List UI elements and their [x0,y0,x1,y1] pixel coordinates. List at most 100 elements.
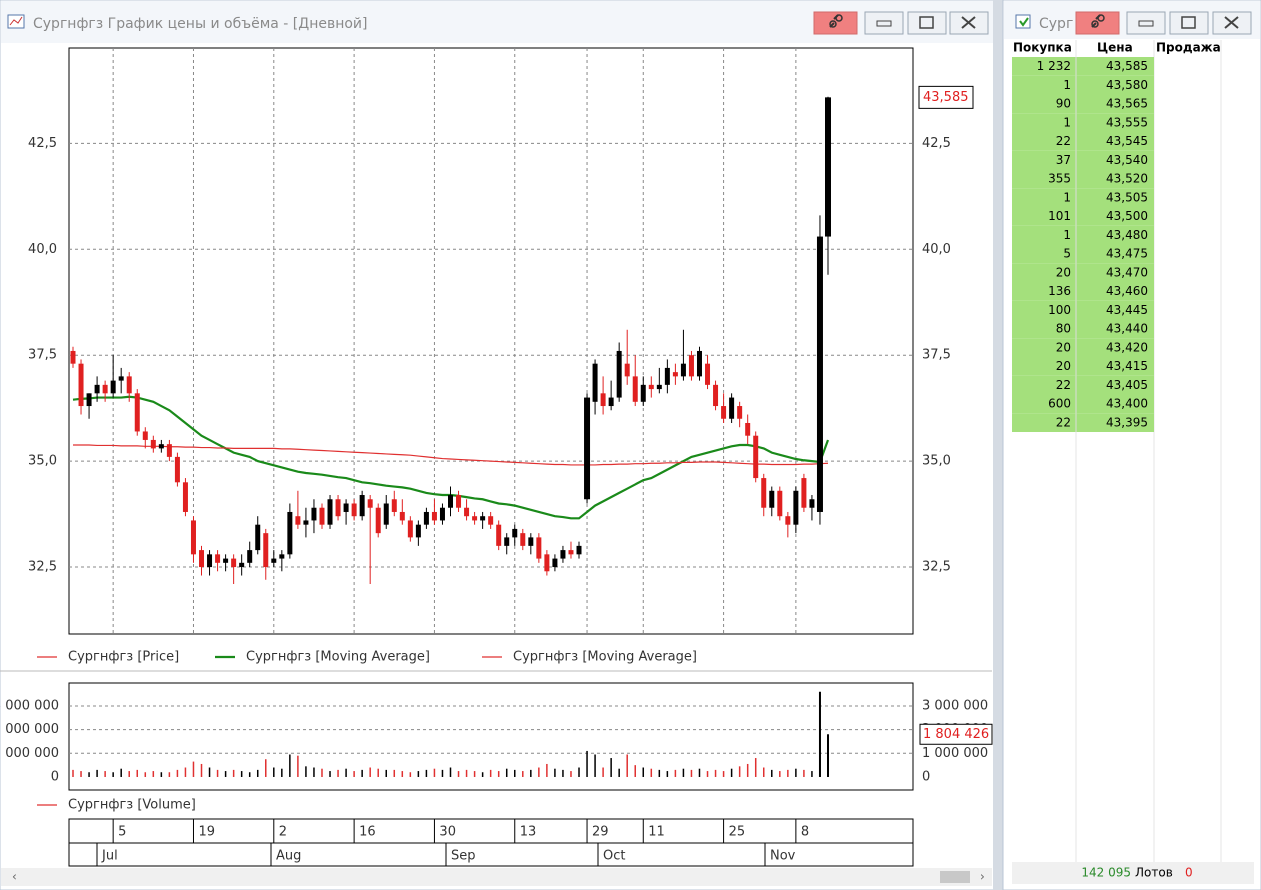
volume-bar [666,771,669,777]
close-button[interactable] [949,11,989,35]
volume-bar [96,769,98,777]
candle-body [592,363,598,402]
minimize-button[interactable] [1126,11,1166,35]
candle-body [777,490,783,517]
close-button[interactable] [1212,11,1252,35]
y-tick-label-right: 3 000 000 [922,698,988,713]
volume-bar [610,758,612,777]
volume-bar [538,767,540,777]
candle-body [70,350,76,364]
candle-body [335,499,341,517]
bid-price: 43,540 [1106,153,1148,167]
bid-price: 43,475 [1106,247,1148,261]
volume-bar [273,767,275,777]
volume-bar [128,771,130,777]
candle-body [713,384,719,407]
y-tick-label: 3 000 000 [0,698,59,713]
month-label: Aug [276,849,301,864]
y-tick-label-right: 37,5 [922,348,951,363]
candle-body [496,524,502,546]
candle-body [439,507,445,521]
y-tick-label-right: 42,5 [922,136,951,151]
volume-bar [530,769,532,777]
x-tick-label: 11 [648,825,665,840]
y-tick-label: 32,5 [28,560,57,575]
volume-bar [706,771,709,777]
candle-body [279,554,285,559]
volume-bar [626,754,628,777]
bid-row-bg [1012,57,1154,76]
x-tick-label: 2 [279,825,287,840]
candle-body [464,507,470,517]
link-button[interactable] [1075,11,1120,35]
candle-body [431,511,437,521]
candle-body [231,558,237,568]
bid-row-bg [1012,282,1154,301]
candle-body [544,554,550,572]
bid-row-bg [1012,300,1154,320]
volume-bar [112,772,114,777]
candle-body [488,516,494,525]
candle-body [327,499,333,525]
volume-bar [337,769,339,777]
bid-row-bg [1012,319,1154,339]
candle-body [825,97,831,237]
volume-bar [297,755,299,777]
candle-body [263,533,269,568]
bid-price: 43,440 [1106,322,1148,336]
volume-bar [184,767,187,777]
candle-body [536,537,542,559]
y-tick-label-right: 40,0 [922,242,951,257]
bid-quantity: 20 [1056,359,1071,373]
candle-body [190,520,196,555]
month-label: Nov [770,849,796,864]
volume-bar [658,769,661,777]
candle-body [801,478,807,508]
maximize-button[interactable] [1169,11,1209,35]
candle-body [608,397,614,407]
x-tick-label: 19 [198,825,215,840]
maximize-button[interactable] [907,11,947,35]
candle-body [247,550,253,563]
volume-bar [787,769,789,777]
column-header: Цена [1097,41,1133,55]
volume-bar [771,769,773,777]
volume-bar [562,769,564,777]
candle-body [552,558,558,568]
bid-price: 43,445 [1106,303,1148,317]
bid-quantity: 1 [1063,78,1071,92]
volume-bar [361,769,363,777]
window-title: Сург [1039,16,1073,32]
candle-body [520,533,526,546]
candle-body [624,363,630,377]
splitter[interactable] [993,0,1003,890]
volume-bar [152,771,155,777]
candle-body [648,384,654,390]
volume-bar [216,769,219,777]
bid-quantity: 355 [1048,172,1071,186]
link-button[interactable] [813,11,858,35]
candle-body [640,384,646,402]
volume-bar [811,771,813,777]
bid-quantity: 90 [1056,97,1071,111]
month-label: Jul [101,849,118,864]
volume-bar [554,768,556,777]
footer-value: 0 [1185,866,1193,880]
candle-body [729,397,735,419]
bid-quantity: 37 [1056,153,1071,167]
volume-bar [818,691,821,777]
candle-body [407,520,413,538]
candle-body [166,444,172,457]
legend-label: Сургнфгз [Price] [68,650,179,665]
scrollbar[interactable]: ‹ › [1,868,992,886]
candle-body [78,363,84,407]
bid-row-bg [1012,75,1154,95]
volume-bar [594,754,596,777]
y-tick-label-right: 0 [922,769,930,784]
candle-body [86,393,92,407]
footer-unit: Лотов [1135,866,1173,880]
volume-bar [369,767,371,777]
y-tick-label: 40,0 [28,242,57,257]
candle-body [118,376,124,381]
minimize-button[interactable] [864,11,904,35]
